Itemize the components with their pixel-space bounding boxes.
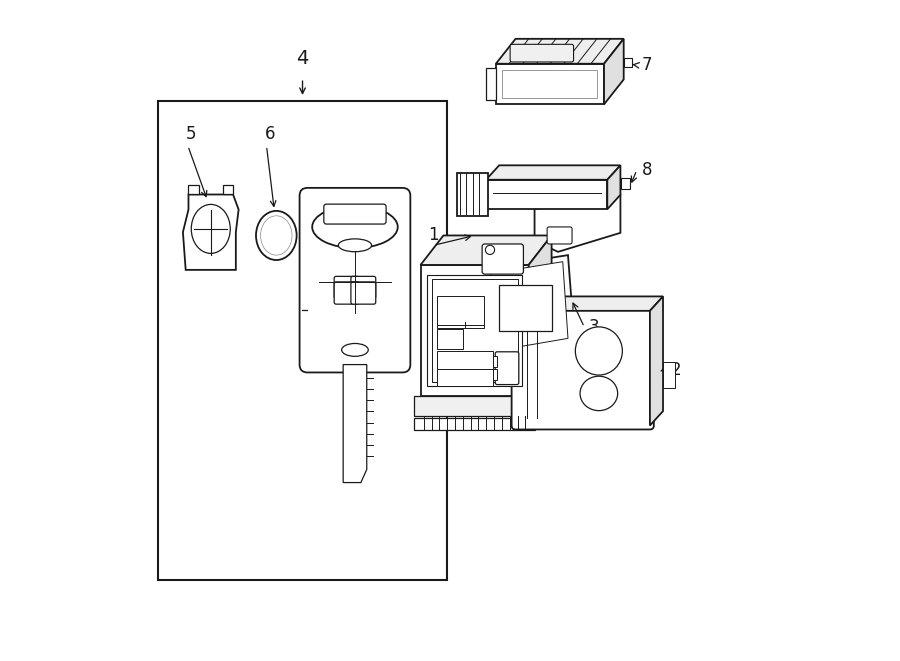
Bar	[488, 369, 497, 380]
Bar	[414, 396, 536, 416]
Text: 7: 7	[642, 56, 652, 74]
FancyBboxPatch shape	[351, 282, 375, 304]
FancyBboxPatch shape	[334, 282, 359, 304]
Bar	[436, 352, 492, 369]
Polygon shape	[650, 296, 663, 426]
Bar	[663, 362, 675, 388]
FancyBboxPatch shape	[482, 244, 524, 274]
Bar	[436, 296, 484, 328]
Bar	[158, 101, 446, 580]
Ellipse shape	[342, 344, 368, 356]
Bar	[223, 184, 233, 194]
Polygon shape	[486, 165, 620, 180]
Text: 6: 6	[265, 125, 275, 143]
FancyBboxPatch shape	[495, 352, 518, 385]
FancyBboxPatch shape	[324, 204, 386, 224]
Bar	[432, 280, 518, 381]
Bar	[414, 418, 536, 430]
Polygon shape	[496, 39, 624, 63]
Bar	[496, 63, 604, 104]
Ellipse shape	[256, 211, 297, 260]
Bar	[488, 356, 497, 367]
Bar	[621, 178, 630, 189]
FancyBboxPatch shape	[300, 188, 410, 372]
Text: 4: 4	[296, 49, 309, 68]
Polygon shape	[518, 340, 588, 396]
Bar	[486, 180, 608, 210]
Polygon shape	[183, 194, 238, 270]
Ellipse shape	[575, 327, 623, 375]
Polygon shape	[343, 365, 367, 483]
FancyBboxPatch shape	[334, 276, 359, 299]
Bar	[428, 275, 522, 386]
Text: 2: 2	[670, 361, 681, 379]
FancyBboxPatch shape	[510, 44, 573, 62]
Bar	[456, 173, 488, 215]
Ellipse shape	[485, 245, 495, 254]
Polygon shape	[420, 265, 528, 396]
Bar	[436, 329, 464, 349]
Ellipse shape	[312, 206, 398, 248]
Text: 8: 8	[642, 161, 652, 179]
Polygon shape	[485, 255, 574, 357]
Polygon shape	[491, 262, 568, 350]
FancyBboxPatch shape	[511, 307, 653, 430]
Ellipse shape	[580, 376, 617, 410]
Polygon shape	[535, 195, 620, 252]
Bar	[502, 70, 598, 98]
Ellipse shape	[261, 215, 292, 255]
Text: 5: 5	[185, 125, 196, 143]
Bar	[625, 58, 632, 67]
Bar	[188, 184, 199, 194]
Polygon shape	[608, 165, 620, 210]
Bar	[486, 68, 496, 100]
Bar	[500, 285, 553, 330]
Polygon shape	[420, 235, 552, 265]
FancyBboxPatch shape	[351, 276, 375, 299]
Polygon shape	[528, 235, 552, 396]
Bar	[436, 369, 492, 385]
Ellipse shape	[338, 239, 372, 252]
Polygon shape	[516, 296, 663, 311]
Text: 3: 3	[589, 318, 599, 336]
FancyBboxPatch shape	[547, 227, 572, 244]
Ellipse shape	[192, 204, 230, 253]
Polygon shape	[604, 39, 624, 104]
Text: 1: 1	[428, 227, 439, 245]
